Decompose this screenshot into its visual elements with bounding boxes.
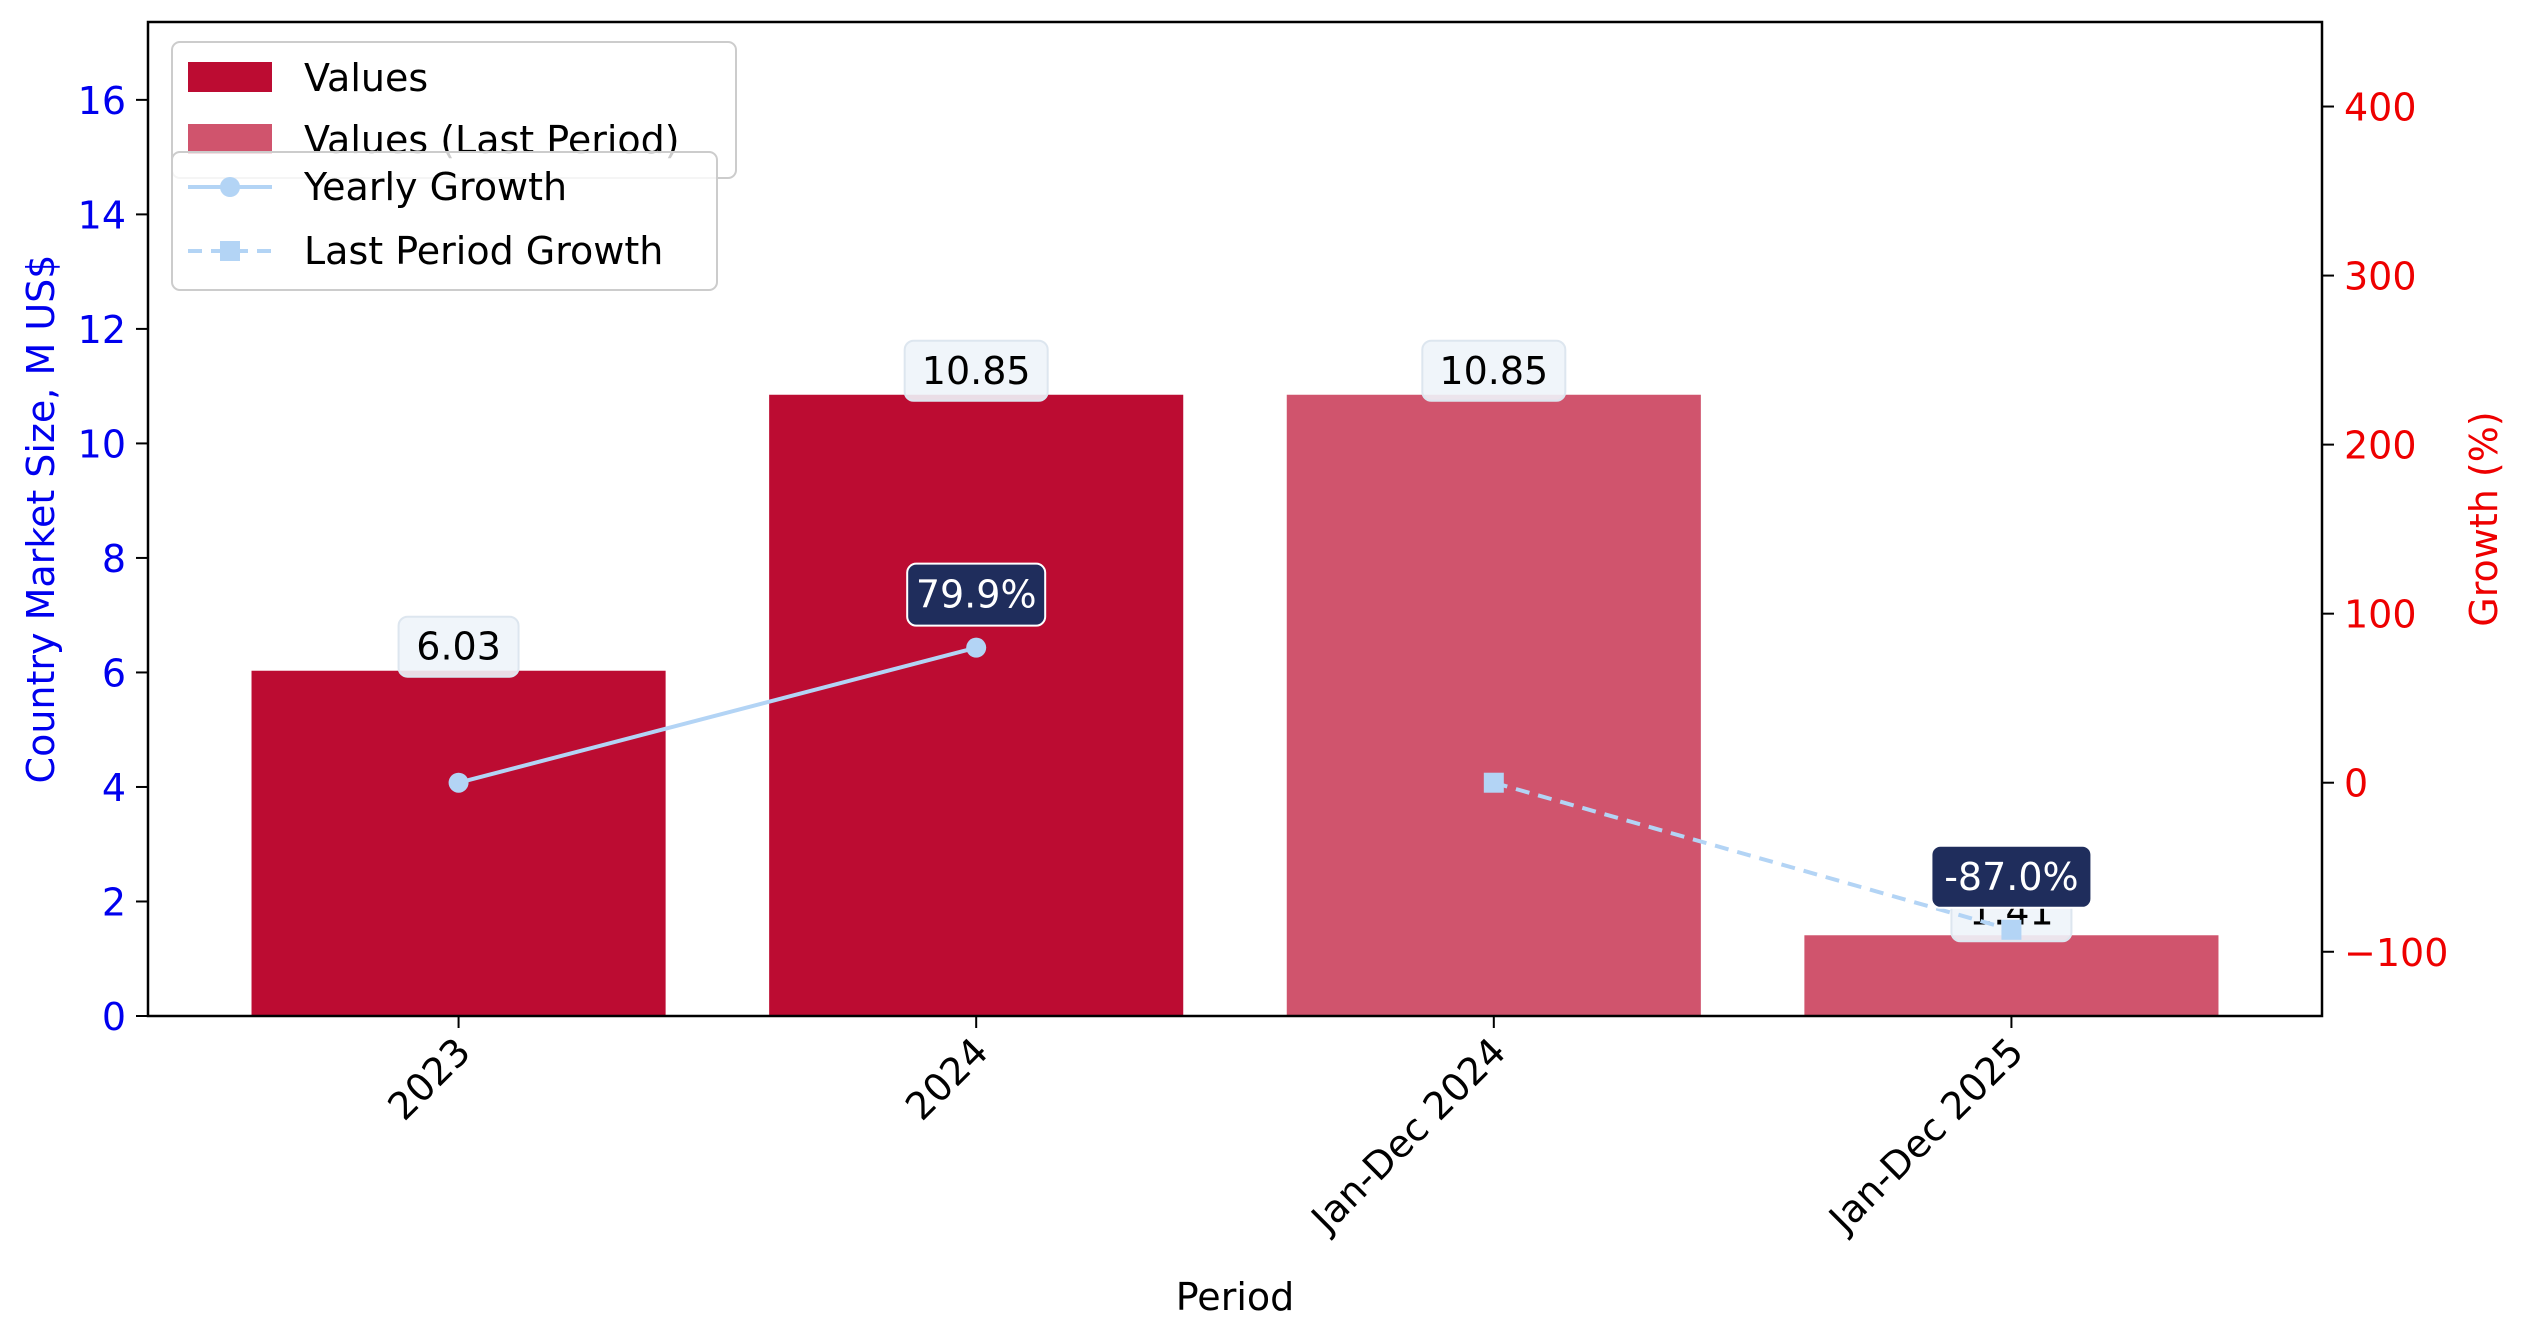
bar-value-label-2: 10.85 [1439,349,1548,393]
right-tick-label-0: −100 [2344,931,2448,975]
legend-swatch-1 [188,124,272,154]
legend-label-0: Values [304,56,428,100]
right-tick-label-2: 100 [2344,593,2417,637]
left-tick-label-4: 8 [102,537,126,581]
plot-frame [146,20,2324,1018]
growth-marker-0-0 [448,772,469,793]
bar-1 [769,394,1184,1016]
left-tick-label-1: 2 [102,880,126,924]
left-tick-label-3: 6 [102,651,126,695]
legend-marker-1 [220,241,240,261]
x-axis-title: Period [1176,1275,1295,1319]
bar-2 [1286,394,1701,1016]
legend-line-label-1: Last Period Growth [304,229,663,273]
bar-0 [251,670,666,1016]
right-tick-label-4: 300 [2344,255,2417,299]
left-tick-label-8: 16 [78,79,126,123]
growth-label-0: 79.9% [916,573,1037,617]
x-tick-label-0: 2023 [379,1029,479,1129]
bar-value-label-0: 6.03 [416,625,501,669]
right-tick-label-5: 400 [2344,86,2417,130]
left-tick-label-5: 10 [78,422,126,466]
x-tick-label-1: 2024 [897,1029,997,1129]
left-tick-label-6: 12 [78,308,126,352]
legend-lines: Yearly Growth Last Period Growth [171,151,718,291]
legend-marker-0 [220,177,240,197]
legend-swatch-0 [188,62,272,92]
left-tick-label-0: 0 [102,995,126,1039]
growth-line-1 [1493,780,2012,932]
x-tick-label-2: Jan-Dec 2024 [1302,1029,1515,1242]
growth-label-box-0 [906,562,1047,627]
bar-value-label-box-2 [1421,339,1567,402]
left-tick-label-2: 4 [102,766,126,810]
growth-marker-1-0 [1483,772,1504,793]
left-axis-title: Country Market Size, M US$ [19,255,63,784]
right-axis-title: Growth (%) [2462,411,2506,626]
x-tick-label-3: Jan-Dec 2025 [1819,1029,2032,1242]
bar-value-label-box-1 [903,339,1049,402]
growth-line-0 [458,645,977,785]
left-tick-label-7: 14 [78,193,126,237]
legend-lines-frame [171,151,718,291]
right-tick-label-1: 0 [2344,762,2368,806]
growth-marker-0-1 [966,637,987,658]
right-tick-label-3: 200 [2344,424,2417,468]
growth-label-1: -87.0% [1944,855,2078,899]
legend-line-label-0: Yearly Growth [303,165,567,209]
growth-marker-1-1 [2001,919,2022,940]
bar-value-label-box-0 [397,615,520,678]
bar-value-label-1: 10.85 [922,349,1031,393]
growth-label-box-1 [1930,844,2093,909]
bar-3 [1804,935,2219,1016]
